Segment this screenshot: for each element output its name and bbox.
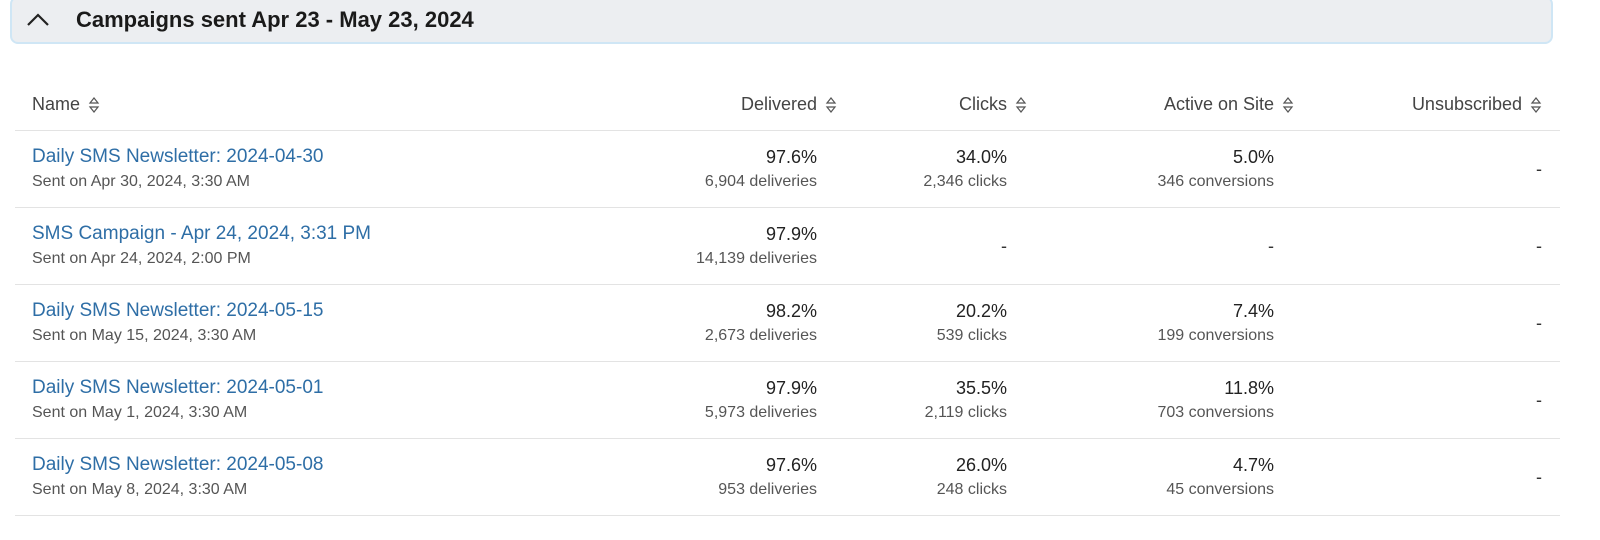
table-header-row: Name Delivered Clicks Active on Site Uns…	[15, 78, 1560, 131]
active-on-site-value: 11.8%	[1224, 378, 1274, 398]
chevron-up-icon[interactable]	[24, 10, 52, 30]
clicks-cell: -	[817, 207, 1007, 285]
clicks-value: 34.0%	[955, 147, 1007, 167]
active-on-site-count: 45 conversions	[1166, 481, 1274, 498]
section-header-toggle[interactable]: Campaigns sent Apr 23 - May 23, 2024	[10, 0, 1553, 44]
table-row: Daily SMS Newsletter: 2024-04-30 Sent on…	[15, 130, 1560, 208]
delivered-count: 14,139 deliveries	[696, 250, 817, 267]
unsubscribed-value: -	[1536, 466, 1542, 487]
unsubscribed-value: -	[1536, 235, 1542, 256]
clicks-value: -	[1001, 235, 1007, 256]
table-row: SMS Campaign - Apr 24, 2024, 3:31 PM Sen…	[15, 207, 1560, 285]
unsubscribed-cell: -	[1274, 130, 1560, 208]
clicks-cell: 20.2% 539 clicks	[817, 284, 1007, 362]
active-on-site-cell: 5.0% 346 conversions	[1007, 130, 1274, 208]
campaign-link[interactable]: Daily SMS Newsletter: 2024-05-01	[32, 377, 324, 398]
unsubscribed-cell: -	[1274, 284, 1560, 362]
name-cell: Daily SMS Newsletter: 2024-05-01 Sent on…	[15, 361, 537, 439]
sent-date: Sent on May 15, 2024, 3:30 AM	[32, 327, 257, 344]
table-row: Daily SMS Newsletter: 2024-05-08 Sent on…	[15, 438, 1560, 516]
clicks-count: 248 clicks	[936, 481, 1007, 498]
delivered-cell: 97.6% 953 deliveries	[537, 438, 817, 516]
active-on-site-cell: 4.7% 45 conversions	[1007, 438, 1274, 516]
campaign-link[interactable]: Daily SMS Newsletter: 2024-04-30	[32, 146, 324, 167]
active-on-site-cell: 7.4% 199 conversions	[1007, 284, 1274, 362]
delivered-count: 6,904 deliveries	[704, 173, 817, 190]
sent-date: Sent on May 8, 2024, 3:30 AM	[32, 481, 248, 498]
clicks-count: 539 clicks	[936, 327, 1007, 344]
column-header-unsubscribed[interactable]: Unsubscribed	[1274, 78, 1560, 131]
sort-icon[interactable]	[1015, 96, 1027, 114]
campaign-link[interactable]: SMS Campaign - Apr 24, 2024, 3:31 PM	[32, 223, 372, 244]
clicks-value: 26.0%	[955, 455, 1007, 475]
active-on-site-cell: -	[1007, 207, 1274, 285]
active-on-site-count: 199 conversions	[1157, 327, 1274, 344]
clicks-cell: 35.5% 2,119 clicks	[817, 361, 1007, 439]
sent-date: Sent on Apr 30, 2024, 3:30 AM	[32, 173, 250, 190]
unsubscribed-value: -	[1536, 312, 1542, 333]
delivered-cell: 97.9% 5,973 deliveries	[537, 361, 817, 439]
delivered-count: 2,673 deliveries	[704, 327, 817, 344]
campaign-link[interactable]: Daily SMS Newsletter: 2024-05-15	[32, 300, 324, 321]
clicks-count: 2,119 clicks	[924, 404, 1007, 421]
delivered-value: 97.9%	[765, 224, 817, 244]
column-label: Unsubscribed	[1411, 93, 1522, 114]
column-label: Clicks	[959, 93, 1007, 114]
active-on-site-count: 346 conversions	[1157, 173, 1274, 190]
clicks-cell: 26.0% 248 clicks	[817, 438, 1007, 516]
name-cell: SMS Campaign - Apr 24, 2024, 3:31 PM Sen…	[15, 207, 537, 285]
delivered-cell: 97.6% 6,904 deliveries	[537, 130, 817, 208]
campaign-link[interactable]: Daily SMS Newsletter: 2024-05-08	[32, 454, 324, 475]
unsubscribed-cell: -	[1274, 361, 1560, 439]
delivered-value: 97.6%	[765, 455, 817, 475]
active-on-site-value: 7.4%	[1232, 301, 1274, 321]
column-label: Active on Site	[1163, 93, 1274, 114]
unsubscribed-value: -	[1536, 158, 1542, 179]
name-cell: Daily SMS Newsletter: 2024-04-30 Sent on…	[15, 130, 537, 208]
unsubscribed-cell: -	[1274, 207, 1560, 285]
delivered-count: 5,973 deliveries	[704, 404, 817, 421]
delivered-cell: 97.9% 14,139 deliveries	[537, 207, 817, 285]
name-cell: Daily SMS Newsletter: 2024-05-15 Sent on…	[15, 284, 537, 362]
column-label: Delivered	[740, 93, 817, 114]
sort-icon[interactable]	[825, 96, 837, 114]
clicks-cell: 34.0% 2,346 clicks	[817, 130, 1007, 208]
clicks-value: 20.2%	[955, 301, 1007, 321]
section-title: Campaigns sent Apr 23 - May 23, 2024	[76, 7, 474, 32]
delivered-cell: 98.2% 2,673 deliveries	[537, 284, 817, 362]
delivered-count: 953 deliveries	[718, 481, 817, 498]
column-header-active-on-site[interactable]: Active on Site	[1007, 78, 1294, 131]
delivered-value: 97.6%	[765, 147, 817, 167]
column-header-name[interactable]: Name	[15, 78, 537, 131]
campaigns-table: Name Delivered Clicks Active on Site Uns…	[15, 78, 1560, 516]
active-on-site-value: 4.7%	[1232, 455, 1274, 475]
sent-date: Sent on Apr 24, 2024, 2:00 PM	[32, 250, 251, 267]
name-cell: Daily SMS Newsletter: 2024-05-08 Sent on…	[15, 438, 537, 516]
sort-icon[interactable]	[88, 96, 100, 114]
active-on-site-count: 703 conversions	[1157, 404, 1274, 421]
unsubscribed-value: -	[1536, 389, 1542, 410]
sort-icon[interactable]	[1530, 96, 1542, 114]
table-row: Daily SMS Newsletter: 2024-05-01 Sent on…	[15, 361, 1560, 439]
active-on-site-cell: 11.8% 703 conversions	[1007, 361, 1274, 439]
column-header-delivered[interactable]: Delivered	[537, 78, 837, 131]
column-header-clicks[interactable]: Clicks	[817, 78, 1027, 131]
column-label: Name	[32, 93, 81, 114]
delivered-value: 98.2%	[765, 301, 817, 321]
unsubscribed-cell: -	[1274, 438, 1560, 516]
clicks-count: 2,346 clicks	[923, 173, 1007, 190]
active-on-site-value: -	[1268, 235, 1274, 256]
delivered-value: 97.9%	[765, 378, 817, 398]
table-row: Daily SMS Newsletter: 2024-05-15 Sent on…	[15, 284, 1560, 362]
active-on-site-value: 5.0%	[1232, 147, 1274, 167]
sent-date: Sent on May 1, 2024, 3:30 AM	[32, 404, 248, 421]
clicks-value: 35.5%	[955, 378, 1007, 398]
sort-icon[interactable]	[1282, 96, 1294, 114]
